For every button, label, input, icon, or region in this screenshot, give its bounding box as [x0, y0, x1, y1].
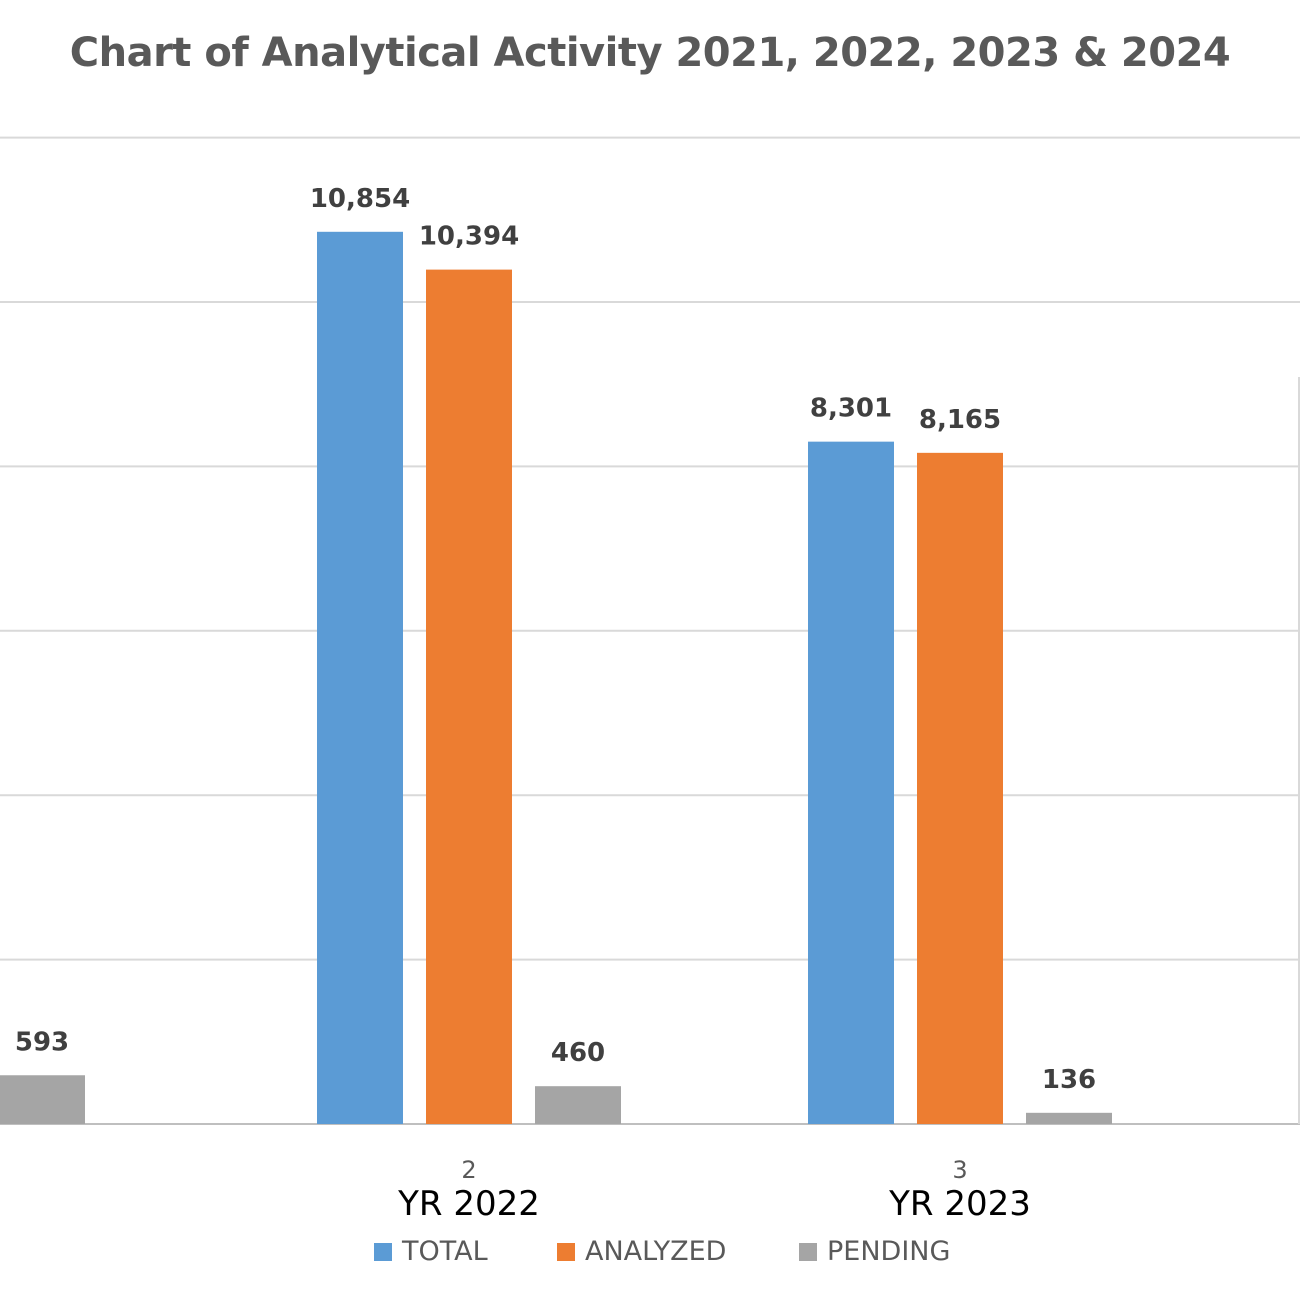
data-label-pending-1: 593 [15, 1027, 69, 1057]
x-tick-index-2: 2 [461, 1156, 476, 1184]
bar-analyzed-2 [426, 269, 512, 1125]
legend-label-pending: PENDING [827, 1236, 951, 1267]
legend-item-analyzed: ANALYZED [557, 1236, 726, 1267]
bar-total-2 [317, 231, 403, 1124]
bar-pending-1 [0, 1075, 85, 1124]
x-tick-index-3: 3 [952, 1156, 967, 1184]
legend-item-total: TOTAL [374, 1236, 488, 1267]
data-label-total-2: 10,854 [310, 184, 410, 214]
legend-swatch-pending [799, 1242, 817, 1261]
chart-title: Chart of Analytical Activity 2021, 2022,… [69, 30, 1231, 76]
data-label-total-3: 8,301 [810, 394, 892, 424]
legend-label-analyzed: ANALYZED [585, 1236, 727, 1267]
legend-label-total: TOTAL [402, 1236, 488, 1267]
bar-analyzed-3 [917, 452, 1003, 1124]
legend-swatch-total [374, 1242, 392, 1261]
x-tick-label-3: YR 2023 [888, 1184, 1031, 1224]
chart-legend: TOTAL ANALYZED PENDING [0, 1236, 1300, 1272]
legend-item-pending: PENDING [799, 1236, 950, 1267]
data-label-analyzed-3: 8,165 [919, 405, 1001, 435]
x-tick-label-2: YR 2022 [397, 1184, 540, 1224]
data-label-analyzed-2: 10,394 [419, 222, 519, 252]
bar-total-3 [808, 441, 894, 1124]
data-label-pending-2: 460 [551, 1038, 605, 1068]
data-label-pending-3: 136 [1042, 1065, 1096, 1095]
bar-pending-3 [1026, 1112, 1112, 1124]
bar-pending-2 [535, 1086, 621, 1124]
legend-swatch-analyzed [557, 1242, 575, 1261]
